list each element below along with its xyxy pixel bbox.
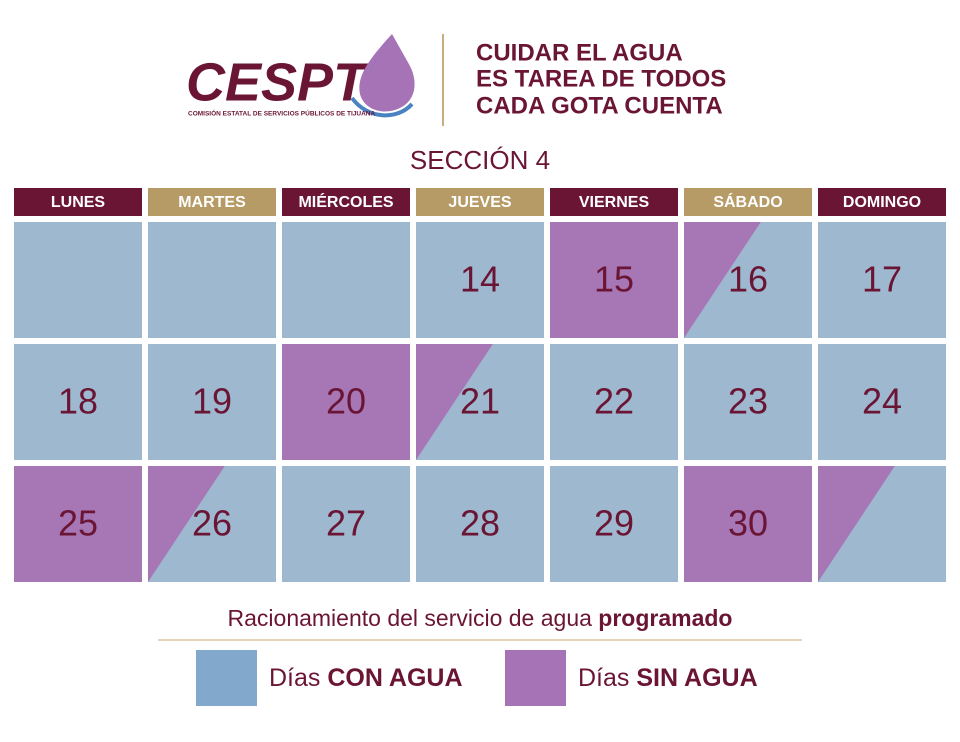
- partial-marker: [148, 466, 225, 582]
- logo-swoosh: [350, 96, 414, 118]
- logo-drop: [359, 34, 415, 112]
- day-cell: [550, 222, 678, 338]
- weekday-header: [148, 188, 276, 216]
- legend-title-text: Racionamiento del servicio de agua: [228, 605, 599, 631]
- day-number: 18: [58, 381, 98, 422]
- day-cell: [148, 344, 276, 460]
- legend-prefix: Días: [269, 664, 327, 692]
- logo-text: CESPT: [186, 52, 370, 112]
- day-cell: [550, 466, 678, 582]
- day-number: 15: [594, 259, 634, 300]
- day-number: 14: [460, 259, 500, 300]
- slogan-line: ES TAREA DE TODOS: [476, 65, 726, 92]
- day-cell: [14, 222, 142, 338]
- section-title: SECCIÓN 4: [410, 145, 550, 175]
- weekday-label: MARTES: [178, 194, 246, 211]
- day-number: 17: [862, 259, 902, 300]
- slogan-line: CUIDAR EL AGUA: [476, 39, 683, 66]
- weekday-label: DOMINGO: [843, 194, 921, 211]
- day-cell: [148, 222, 276, 338]
- weekday-header: [818, 188, 946, 216]
- legend-strong: SIN AGUA: [636, 664, 757, 692]
- legend-prefix: Días: [578, 664, 636, 692]
- day-cell: [684, 466, 812, 582]
- day-number: 26: [192, 503, 232, 544]
- day-cell: [416, 466, 544, 582]
- day-cell: [14, 466, 142, 582]
- partial-marker: [416, 344, 493, 460]
- legend-strong: CON AGUA: [327, 664, 462, 692]
- day-cell: [14, 344, 142, 460]
- partial-marker: [684, 222, 761, 338]
- day-cell: [818, 222, 946, 338]
- day-cell: [550, 344, 678, 460]
- day-number: 24: [862, 381, 902, 422]
- legend-title-bold: programado: [598, 605, 732, 631]
- weekday-header: [416, 188, 544, 216]
- partial-marker: [818, 466, 895, 582]
- weekday-header: [550, 188, 678, 216]
- legend-swatch: [196, 650, 257, 706]
- day-number: 28: [460, 503, 500, 544]
- day-cell: [282, 222, 410, 338]
- day-cell: [282, 466, 410, 582]
- legend-label: Días SIN AGUA: [578, 664, 758, 692]
- day-cell: [818, 344, 946, 460]
- day-number: 20: [326, 381, 366, 422]
- day-number: 21: [460, 381, 500, 422]
- day-number: 27: [326, 503, 366, 544]
- grid: LUNES MARTES MIÉRCOLES JUEVES VIERNES SÁBADO D…: [14, 188, 946, 582]
- legend-swatch: [505, 650, 566, 706]
- weekday-label: JUEVES: [448, 194, 511, 211]
- day-cell: [684, 344, 812, 460]
- legend: Días CON AGUA Días SIN AGUA: [196, 650, 758, 706]
- day-number: 16: [728, 259, 768, 300]
- legend-label: Días CON AGUA: [269, 664, 463, 692]
- weekday-label: SÁBADO: [713, 192, 782, 211]
- day-cell: [416, 222, 544, 338]
- day-cell: [282, 344, 410, 460]
- day-number: 23: [728, 381, 768, 422]
- weekday-label: LUNES: [51, 194, 106, 211]
- weekday-header: [14, 188, 142, 216]
- slogan-line: CADA GOTA CUENTA: [476, 92, 723, 119]
- day-number: 29: [594, 503, 634, 544]
- weekday-header: [684, 188, 812, 216]
- legend-title: Racionamiento del servicio de agua progr…: [228, 605, 733, 631]
- day-number: 22: [594, 381, 634, 422]
- day-number: 25: [58, 503, 98, 544]
- weekday-label: MIÉRCOLES: [298, 192, 393, 211]
- logo-subtitle: COMISIÓN ESTATAL DE SERVICIOS PÚBLICOS D…: [188, 109, 376, 118]
- day-number: 19: [192, 381, 232, 422]
- day-number: 30: [728, 503, 768, 544]
- weekday-header: [282, 188, 410, 216]
- weekday-label: VIERNES: [579, 194, 650, 211]
